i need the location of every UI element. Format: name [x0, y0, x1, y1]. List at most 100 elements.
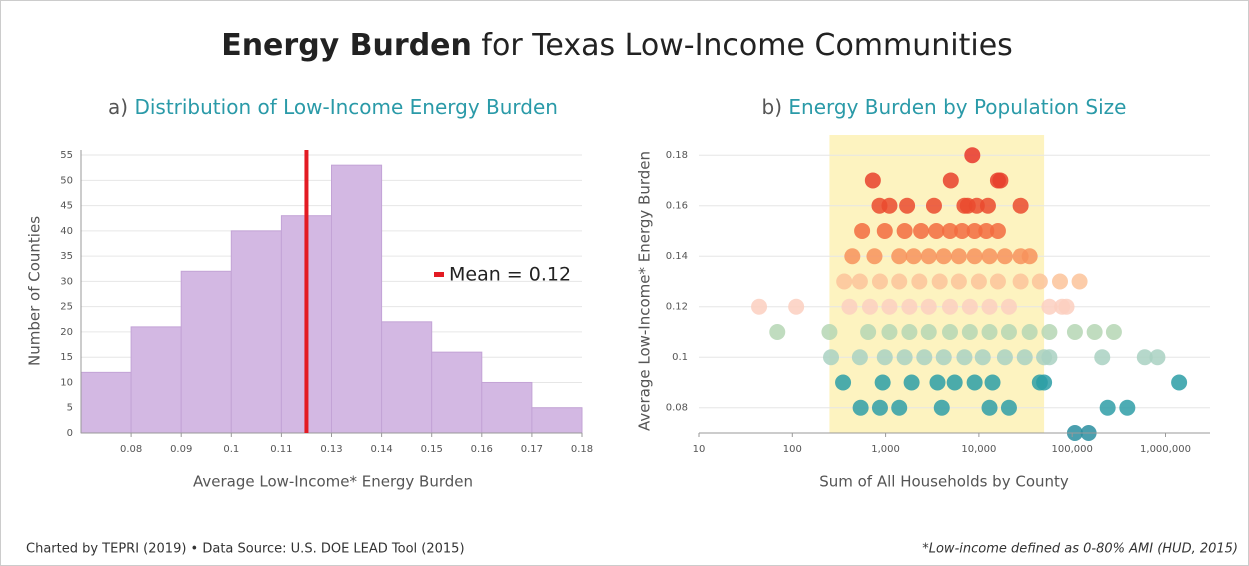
- point: [920, 323, 937, 340]
- point: [1021, 248, 1038, 265]
- point: [929, 374, 946, 391]
- point: [1000, 399, 1017, 416]
- x-tick-label: 0.11: [270, 444, 292, 455]
- point: [1041, 323, 1058, 340]
- point: [901, 298, 918, 315]
- point: [769, 323, 786, 340]
- point: [941, 323, 958, 340]
- point: [823, 349, 840, 366]
- bar: [180, 270, 232, 434]
- point: [996, 349, 1013, 366]
- point: [851, 273, 868, 290]
- point: [881, 323, 898, 340]
- point: [1021, 323, 1038, 340]
- x-tick-label: 0.18: [571, 444, 593, 455]
- point: [916, 349, 933, 366]
- y-tick-label: 10: [60, 377, 73, 388]
- x-tick-label: 0.17: [521, 444, 543, 455]
- point: [751, 298, 768, 315]
- point: [866, 248, 883, 265]
- footer-note: *Low-income defined as 0-80% AMI (HUD, 2…: [922, 542, 1238, 557]
- point: [935, 349, 952, 366]
- point: [871, 273, 888, 290]
- y-tick-label: 25: [60, 302, 73, 313]
- point: [1119, 399, 1136, 416]
- point: [864, 172, 881, 189]
- point: [935, 248, 952, 265]
- point: [941, 222, 958, 239]
- y-tick-label: 0.18: [666, 150, 688, 161]
- point: [896, 349, 913, 366]
- point: [852, 399, 869, 416]
- x-tick-label: 10,000: [961, 444, 996, 455]
- y-tick-label: 5: [67, 403, 73, 414]
- y-tick-label: 50: [60, 175, 73, 186]
- point: [1000, 323, 1017, 340]
- point: [1086, 323, 1103, 340]
- point: [920, 248, 937, 265]
- bar: [531, 407, 583, 434]
- point: [1000, 298, 1017, 315]
- page-title: Energy Burden for Texas Low-Income Commu…: [221, 28, 1013, 63]
- point: [1036, 374, 1053, 391]
- x-tick-label: 0.16: [471, 444, 493, 455]
- point: [836, 273, 853, 290]
- y-tick-label: 20: [60, 327, 73, 338]
- point: [891, 248, 908, 265]
- x-axis-label: Average Low-Income* Energy Burden: [193, 473, 473, 491]
- x-tick-label: 0.15: [421, 444, 443, 455]
- point: [821, 323, 838, 340]
- point: [981, 399, 998, 416]
- point: [1149, 349, 1166, 366]
- panel-title: Energy Burden by Population Size: [788, 95, 1126, 119]
- x-tick-label: 0.08: [120, 444, 142, 455]
- y-tick-label: 0.08: [666, 403, 688, 414]
- point: [966, 222, 983, 239]
- point: [1066, 323, 1083, 340]
- bar: [431, 351, 483, 434]
- point: [841, 298, 858, 315]
- point: [984, 374, 1001, 391]
- point: [989, 222, 1006, 239]
- y-tick-label: 15: [60, 352, 73, 363]
- y-axis-label: Number of Counties: [26, 216, 44, 366]
- y-tick-label: 45: [60, 201, 73, 212]
- point: [844, 248, 861, 265]
- x-tick-label: 100: [783, 444, 802, 455]
- point: [989, 273, 1006, 290]
- point: [981, 323, 998, 340]
- y-tick-label: 55: [60, 150, 73, 161]
- point: [1012, 197, 1029, 214]
- point: [974, 349, 991, 366]
- legend-label: Mean = 0.12: [449, 264, 571, 286]
- y-tick-label: 30: [60, 276, 73, 287]
- point: [992, 172, 1009, 189]
- bar: [130, 326, 182, 434]
- point: [891, 399, 908, 416]
- point: [913, 222, 930, 239]
- x-tick-label: 10: [693, 444, 706, 455]
- point: [835, 374, 852, 391]
- point: [961, 323, 978, 340]
- point: [933, 399, 950, 416]
- point: [954, 222, 971, 239]
- point: [1094, 349, 1111, 366]
- y-tick-label: 0.1: [672, 352, 688, 363]
- point: [1016, 349, 1033, 366]
- point: [925, 197, 942, 214]
- bar: [481, 381, 533, 434]
- y-axis-label: Average Low-Income* Energy Burden: [636, 151, 654, 431]
- x-tick-label: 0.09: [170, 444, 192, 455]
- point: [788, 298, 805, 315]
- point: [876, 349, 893, 366]
- point: [876, 222, 893, 239]
- y-tick-label: 0.14: [666, 251, 688, 262]
- y-tick-label: 0.12: [666, 302, 688, 313]
- point: [950, 273, 967, 290]
- point: [981, 298, 998, 315]
- point: [979, 197, 996, 214]
- bar: [331, 164, 383, 434]
- point: [1041, 298, 1058, 315]
- point: [903, 374, 920, 391]
- y-tick-label: 0: [67, 428, 73, 439]
